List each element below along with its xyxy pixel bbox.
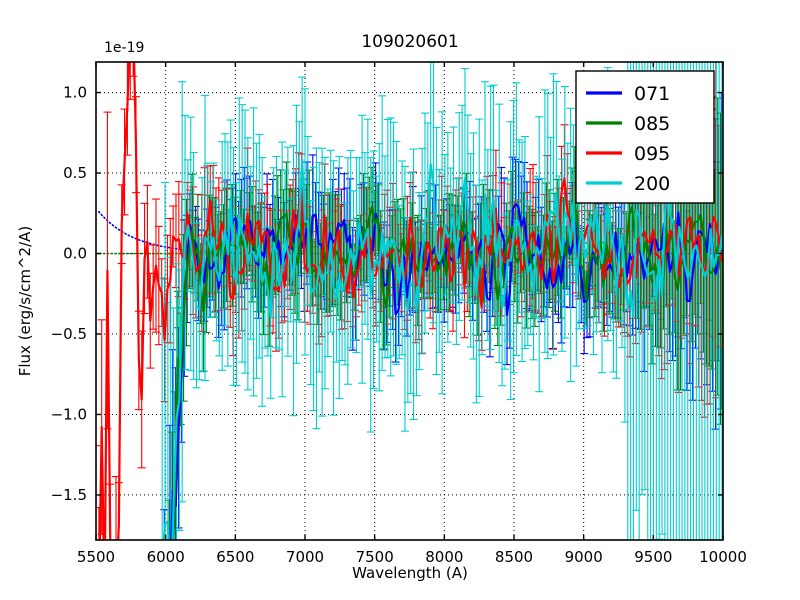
x-tick-label: 5500: [77, 548, 115, 566]
y-tick-label: 0.0: [63, 245, 87, 263]
data-series: [98, 62, 723, 540]
x-tick-label: 7500: [356, 548, 394, 566]
y-tick-label: −1.0: [51, 405, 87, 423]
series-line-200: [162, 159, 723, 540]
legend-label-200[interactable]: 200: [634, 173, 670, 195]
legend-label-071[interactable]: 071: [634, 83, 670, 105]
axes-frame: [95, 61, 724, 541]
x-axis-label: Wavelength (A): [352, 564, 468, 582]
y-axis-label: Flux (erg/s/cm^2/A): [16, 226, 34, 377]
plot-title: 109020601: [361, 32, 458, 52]
axes-border: [95, 61, 724, 541]
x-tick-label: 10000: [699, 548, 747, 566]
y-offset-text: 1e-19: [104, 40, 144, 56]
legend-label-085[interactable]: 085: [634, 113, 670, 135]
y-tick-label: 0.5: [63, 164, 87, 182]
y-tick-label: −0.5: [51, 325, 87, 343]
axis-ticks: 5500 6000 6500 7000 7500 8000 8500 9000 9500 1000…: [51, 62, 747, 566]
y-tick-label: 1.0: [63, 84, 87, 102]
legend-label-095[interactable]: 095: [634, 143, 670, 165]
x-tick-label: 7000: [286, 548, 324, 566]
x-tick-label: 6000: [147, 548, 185, 566]
series-line-071: [170, 202, 723, 540]
x-tick-label: 8500: [495, 548, 533, 566]
legend[interactable]: 071 085 095 200: [575, 70, 715, 204]
x-tick-label: 6500: [216, 548, 254, 566]
y-tick-label: −1.5: [51, 486, 87, 504]
x-tick-label: 9500: [634, 548, 672, 566]
x-tick-label: 8000: [425, 548, 463, 566]
x-tick-label: 9000: [565, 548, 603, 566]
